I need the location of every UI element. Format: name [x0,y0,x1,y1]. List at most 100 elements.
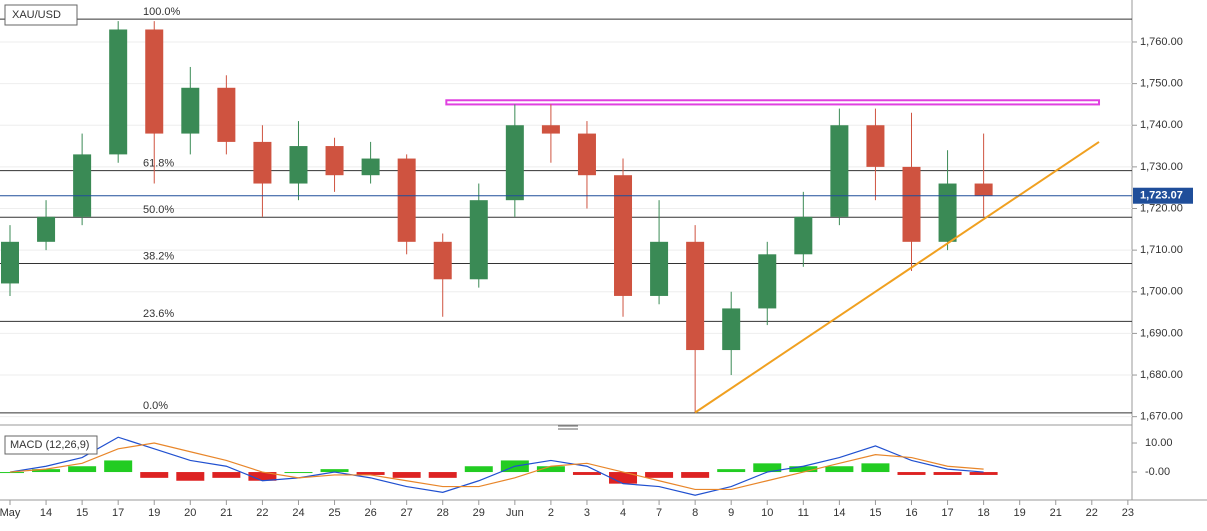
candle-body [974,183,993,197]
y-tick-label: 1,730.00 [1140,161,1183,173]
fib-label: 38.2% [143,250,174,262]
y-tick-label: 1,710.00 [1140,244,1183,256]
fib-label: 100.0% [143,6,181,18]
x-tick-label: 17 [112,507,124,519]
histogram-bar [861,463,890,473]
y-tick-label: 1,740.00 [1140,119,1183,131]
histogram-bar [176,472,205,481]
histogram-bar [248,472,277,481]
x-tick-label: 9 [728,507,734,519]
histogram-bar [717,469,746,473]
candle-body [902,166,921,242]
x-tick-label: 27 [401,507,413,519]
y-tick-label: 1,670.00 [1140,411,1183,423]
y-tick-label: 1,750.00 [1140,78,1183,90]
candle-body [830,125,849,217]
histogram-bar [645,472,674,478]
pane-grip[interactable] [558,425,578,430]
histogram-bar [572,472,601,475]
histogram-bar [392,472,421,478]
y-tick-label: 1,700.00 [1140,286,1183,298]
histogram-bar [536,466,565,473]
x-tick-label: May [0,507,21,519]
candle-body [577,133,596,176]
x-tick-label: 4 [620,507,626,519]
x-tick-label: 24 [292,507,304,519]
x-tick-label: 20 [184,507,196,519]
candle-body [722,308,741,351]
candle-body [433,241,452,280]
title-box [4,435,98,455]
x-tick-label: 15 [869,507,881,519]
x-tick-label: 15 [76,507,88,519]
histogram-bar [753,463,782,473]
macd-line [9,436,984,496]
x-tick-label: 16 [905,507,917,519]
x-tick-label: 22 [256,507,268,519]
candle-body [397,158,416,242]
y-tick-label: 1,690.00 [1140,327,1183,339]
histogram-bar [356,472,385,475]
histogram-bar [428,472,457,478]
histogram-bar [789,466,818,473]
histogram-bar [104,460,133,473]
x-tick-label: 19 [148,507,160,519]
histogram-bar [825,466,854,473]
candle-body [650,241,669,296]
histogram-bar [464,466,493,473]
candle-body [37,216,56,242]
fib-label: 61.8% [143,158,174,170]
x-tick-label: 21 [220,507,232,519]
x-tick-label: 14 [833,507,845,519]
fib-label: 0.0% [143,400,168,412]
title-box [4,4,78,26]
candle-body [866,125,885,167]
x-tick-label: 29 [473,507,485,519]
histogram-bar [0,472,24,474]
candle-body [614,175,633,296]
histogram-bar [681,472,710,478]
candle-body [686,241,705,351]
last-price-box [1133,187,1193,204]
x-tick-label: 25 [328,507,340,519]
x-tick-label: 19 [1014,507,1026,519]
candle-body [109,29,128,155]
candle-body [361,158,380,176]
histogram-bar [140,472,169,478]
candle-body [541,125,560,134]
candle-body [505,125,524,201]
x-tick-label: 21 [1050,507,1062,519]
x-tick-label: 28 [437,507,449,519]
macd-line [9,442,984,491]
candle-body [325,146,344,176]
x-tick-label: 10 [761,507,773,519]
fib-label: 23.6% [143,308,174,320]
candle-body [794,216,813,255]
x-tick-label: 8 [692,507,698,519]
candle-body [938,183,957,242]
histogram-bar [68,466,97,473]
x-tick-label: 2 [548,507,554,519]
fib-label: 50.0% [143,204,174,216]
last-price-label: 1,723.07 [1140,190,1183,202]
x-tick-label: 14 [40,507,52,519]
histogram-bar [32,469,61,473]
candle-body [253,141,272,184]
x-tick-label: 18 [977,507,989,519]
histogram-bar [969,472,998,475]
candle-body [1,241,19,284]
y-tick-label: 1,760.00 [1140,36,1183,48]
x-tick-label: Jun [506,507,524,519]
histogram-bar [609,472,638,484]
y-tick-label: -0.00 [1145,466,1170,478]
y-tick-label: 1,680.00 [1140,369,1183,381]
candle-body [181,87,200,134]
resistance-zone [445,99,1101,106]
histogram-bar [897,472,926,475]
histogram-bar [320,469,349,473]
x-tick-label: 11 [798,507,809,519]
x-tick-label: 7 [656,507,662,519]
trendline [694,141,1100,414]
chart-title: XAU/USD [12,9,61,21]
y-tick-label: 10.00 [1145,437,1173,449]
